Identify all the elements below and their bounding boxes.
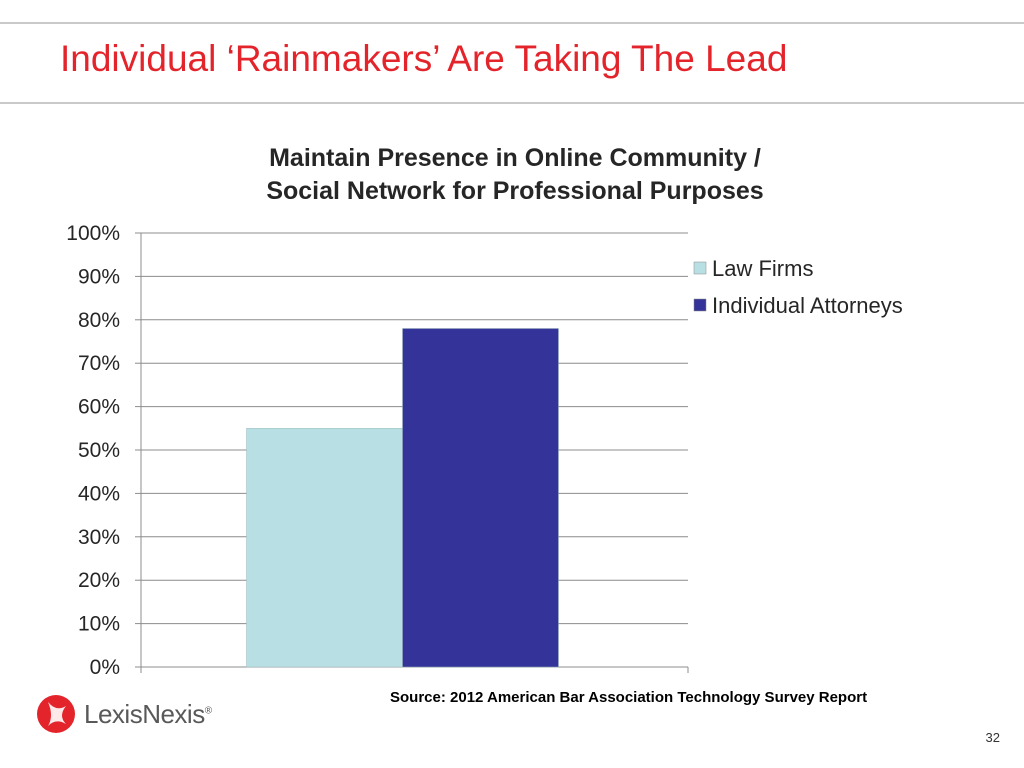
lexisnexis-logo: LexisNexis® xyxy=(36,694,212,734)
y-tick-label: 90% xyxy=(78,265,120,288)
y-tick-label: 50% xyxy=(78,439,120,462)
top-rule xyxy=(0,22,1024,24)
legend-label: Law Firms xyxy=(712,256,813,281)
title-underline-rule xyxy=(0,102,1024,104)
source-note: Source: 2012 American Bar Association Te… xyxy=(390,689,868,706)
y-tick-label: 30% xyxy=(78,526,120,549)
logo-registered-mark: ® xyxy=(204,704,212,716)
bar-law-firms xyxy=(246,428,403,668)
chart-title-line-2: Social Network for Professional Purposes xyxy=(266,177,764,205)
y-tick-label: 0% xyxy=(90,656,120,679)
y-tick-label: 60% xyxy=(78,396,120,419)
y-tick-label: 70% xyxy=(78,352,120,375)
legend-swatch xyxy=(693,298,707,312)
logo-wordmark: LexisNexis® xyxy=(84,699,212,730)
y-tick-label: 20% xyxy=(78,569,120,592)
chart-title: Maintain Presence in Online Community / … xyxy=(0,142,1024,208)
slide-title: Individual ‘Rainmakers’ Are Taking The L… xyxy=(60,38,788,79)
y-tick-label: 100% xyxy=(66,222,120,245)
page-number: 32 xyxy=(985,730,1000,745)
y-tick-label: 10% xyxy=(78,613,120,636)
lexisnexis-logo-icon xyxy=(37,695,75,733)
y-tick-label: 40% xyxy=(78,482,120,505)
legend-label: Individual Attorneys xyxy=(712,293,903,318)
y-tick-label: 80% xyxy=(78,309,120,332)
logo-text: LexisNexis xyxy=(84,698,205,729)
chart-title-line-1: Maintain Presence in Online Community / xyxy=(269,144,761,172)
legend-swatch xyxy=(693,261,707,275)
bar-individual-attorneys xyxy=(402,328,559,668)
